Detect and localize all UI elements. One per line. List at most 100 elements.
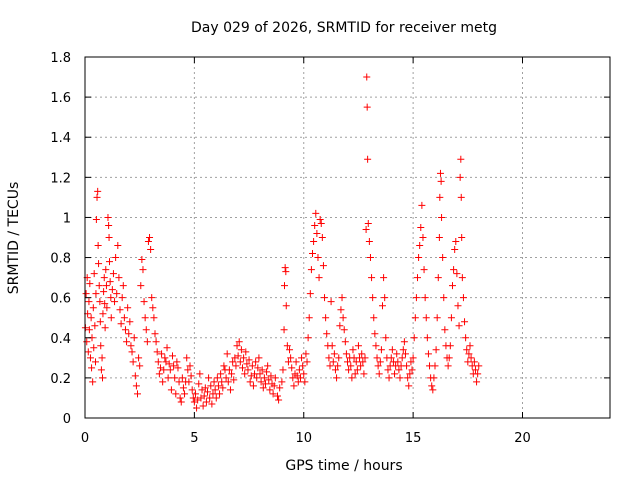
data-point: [124, 304, 132, 312]
data-point: [183, 354, 191, 362]
data-point: [169, 352, 176, 360]
data-point: [224, 378, 232, 386]
data-point: [225, 366, 233, 374]
data-point: [241, 370, 249, 378]
data-point: [409, 354, 417, 362]
data-point: [278, 378, 286, 386]
data-point: [439, 254, 447, 262]
data-point: [449, 282, 456, 290]
data-point: [467, 354, 475, 362]
data-point: [385, 374, 393, 382]
data-point: [321, 294, 329, 302]
data-point: [196, 370, 204, 378]
data-point: [111, 298, 119, 306]
data-point: [344, 358, 351, 366]
data-point: [148, 294, 156, 302]
data-point: [410, 334, 418, 342]
data-point: [459, 294, 467, 302]
data-point: [230, 376, 238, 384]
data-point: [266, 386, 274, 394]
data-point: [264, 362, 272, 370]
data-point: [348, 374, 356, 382]
data-point: [95, 282, 103, 290]
data-point: [313, 229, 321, 237]
data-point: [331, 366, 339, 374]
data-point: [136, 362, 144, 370]
data-point: [100, 274, 108, 282]
data-point: [115, 274, 123, 282]
y-tick-label: 0: [63, 412, 71, 427]
data-point: [112, 254, 120, 262]
data-point: [152, 338, 160, 346]
data-point: [456, 173, 464, 181]
data-point: [408, 366, 416, 374]
data-point: [204, 388, 211, 396]
data-point: [447, 314, 455, 322]
data-point: [333, 374, 341, 382]
data-point: [195, 380, 203, 388]
data-point: [349, 346, 357, 354]
data-point: [208, 400, 216, 408]
data-point: [341, 338, 349, 346]
data-point: [116, 306, 124, 314]
data-point: [353, 366, 361, 374]
data-point: [119, 282, 127, 290]
data-point: [415, 254, 423, 262]
data-point: [316, 215, 324, 223]
x-tick-label: 20: [514, 431, 531, 446]
data-point: [463, 346, 471, 354]
data-point: [435, 234, 443, 241]
data-point: [368, 274, 376, 282]
y-tick-label: 0.4: [50, 332, 71, 347]
data-point: [207, 382, 215, 390]
data-point: [374, 362, 382, 370]
data-point: [450, 266, 458, 274]
data-point: [429, 386, 437, 394]
data-point: [464, 358, 472, 366]
data-point: [351, 370, 359, 378]
data-point: [458, 234, 466, 241]
data-point: [292, 358, 300, 366]
data-point: [310, 238, 318, 246]
data-point: [360, 370, 368, 378]
data-point: [150, 314, 158, 322]
data-point: [255, 354, 263, 362]
data-point: [359, 358, 367, 366]
data-point: [436, 193, 444, 201]
data-point: [85, 298, 93, 306]
data-point: [96, 318, 104, 326]
data-point: [281, 264, 289, 272]
data-point: [403, 362, 411, 370]
data-point: [189, 394, 197, 402]
data-point: [253, 374, 261, 382]
data-point: [219, 384, 227, 392]
data-point: [315, 274, 323, 282]
data-point: [83, 338, 91, 346]
data-point: [318, 234, 326, 241]
data-point: [289, 374, 297, 382]
data-point: [475, 362, 483, 370]
data-point: [143, 338, 151, 346]
data-point: [123, 338, 131, 346]
data-point: [434, 274, 442, 282]
data-point: [404, 374, 412, 382]
data-point: [290, 382, 298, 390]
plot-frame: [84, 56, 611, 419]
data-point: [379, 302, 386, 310]
data-point: [423, 334, 431, 342]
data-point: [91, 322, 99, 330]
data-point: [422, 314, 430, 322]
data-point: [106, 278, 114, 286]
data-point: [175, 378, 183, 386]
data-point: [173, 358, 181, 366]
data-point: [177, 398, 185, 406]
data-point: [282, 302, 290, 310]
data-point: [214, 382, 222, 390]
data-point: [120, 314, 128, 322]
data-point: [418, 201, 426, 209]
data-point: [457, 155, 465, 163]
data-point: [257, 378, 265, 386]
data-point: [314, 254, 322, 262]
data-point: [226, 386, 234, 394]
x-axis-label: GPS time / hours: [285, 458, 402, 474]
